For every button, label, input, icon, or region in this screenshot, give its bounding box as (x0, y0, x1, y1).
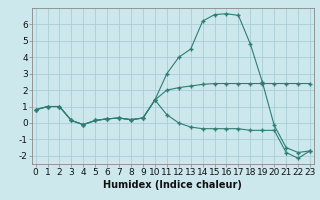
X-axis label: Humidex (Indice chaleur): Humidex (Indice chaleur) (103, 180, 242, 190)
